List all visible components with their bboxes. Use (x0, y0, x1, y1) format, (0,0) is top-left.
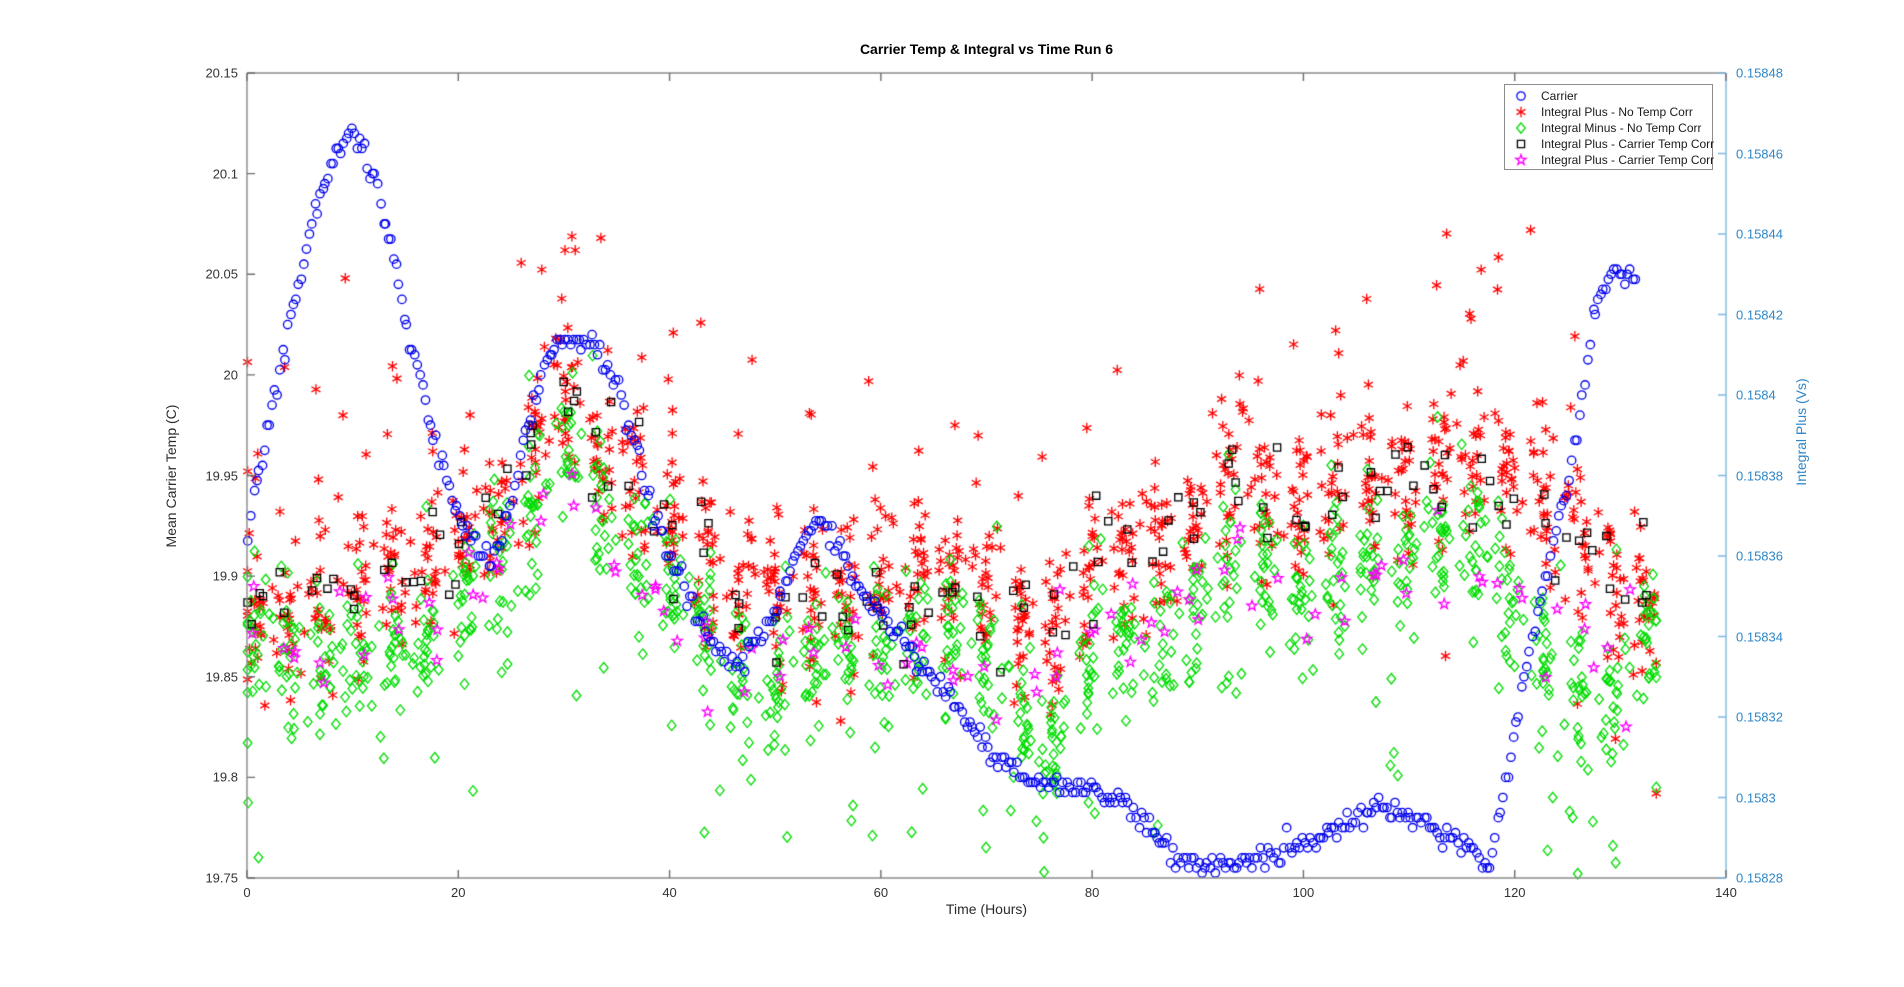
y-left-axis-label: Mean Carrier Temp (C) (163, 404, 179, 548)
chart-title: Carrier Temp & Integral vs Time Run 6 (859, 41, 1114, 57)
y-right-tick-label: 0.15838 (1736, 468, 1783, 483)
y-left-tick-label: 19.75 (205, 870, 238, 886)
x-tick-label: 100 (1292, 885, 1315, 900)
x-tick-label: 40 (662, 885, 677, 900)
y-right-tick-label: 0.15834 (1736, 629, 1783, 644)
legend[interactable]: Carrier Integral Plus - No Temp Corr Int… (1504, 84, 1715, 170)
x-tick-label: 20 (451, 885, 466, 900)
y-left-tick-label: 20 (223, 367, 238, 383)
asterisk-marker-icon (1511, 105, 1537, 119)
legend-item-integral-plus-corr-2[interactable]: Integral Plus - Carrier Temp Corr (1511, 152, 1715, 168)
y-left-tick-label: 20.15 (205, 65, 238, 81)
y-left-tick-label: 20.1 (212, 166, 238, 182)
legend-item-integral-minus-no-corr[interactable]: Integral Minus - No Temp Corr (1511, 120, 1712, 136)
legend-item-label: Integral Plus - Carrier Temp Corr (1541, 137, 1715, 151)
x-tick-label: 80 (1084, 885, 1100, 900)
y-right-tick-label: 0.15836 (1736, 548, 1783, 564)
y-left-tick-label: 20.05 (205, 266, 238, 282)
x-tick-label: 0 (243, 885, 251, 900)
legend-item-label: Carrier (1541, 89, 1578, 103)
legend-item-carrier[interactable]: Carrier (1511, 88, 1712, 104)
y-right-tick-label: 0.15848 (1736, 65, 1783, 81)
legend-item-label: Integral Minus - No Temp Corr (1541, 121, 1702, 135)
y-right-tick-label: 0.15832 (1736, 709, 1783, 725)
x-tick-label: 140 (1715, 885, 1737, 900)
y-right-tick-label: 0.15844 (1736, 226, 1783, 242)
y-right-axis-label: Integral Plus (Vs) (1793, 378, 1809, 486)
legend-item-integral-plus-corr[interactable]: Integral Plus - Carrier Temp Corr (1511, 136, 1715, 152)
pentagram-marker-icon (1511, 153, 1537, 167)
y-right-tick-label: 0.1583 (1736, 790, 1776, 805)
x-axis-label: Time (Hours) (945, 901, 1028, 917)
y-left-tick-label: 19.9 (212, 568, 238, 584)
x-tick-label: 120 (1503, 885, 1526, 900)
y-right-tick-label: 0.15842 (1736, 307, 1783, 322)
y-left-tick-label: 19.85 (205, 669, 238, 685)
circle-marker-icon (1511, 89, 1537, 103)
legend-item-label: Integral Plus - Carrier Temp Corr (1541, 153, 1715, 167)
diamond-marker-icon (1511, 121, 1537, 135)
y-right-tick-label: 0.15828 (1736, 870, 1783, 886)
y-left-tick-label: 19.95 (205, 468, 238, 483)
x-tick-label: 60 (873, 885, 889, 900)
y-left-tick-label: 19.8 (212, 769, 238, 785)
y-right-tick-label: 0.15846 (1736, 146, 1783, 161)
legend-item-integral-plus-no-corr[interactable]: Integral Plus - No Temp Corr (1511, 104, 1712, 120)
legend-item-label: Integral Plus - No Temp Corr (1541, 105, 1693, 119)
square-marker-icon (1511, 137, 1537, 151)
y-right-tick-label: 0.1584 (1736, 387, 1776, 403)
